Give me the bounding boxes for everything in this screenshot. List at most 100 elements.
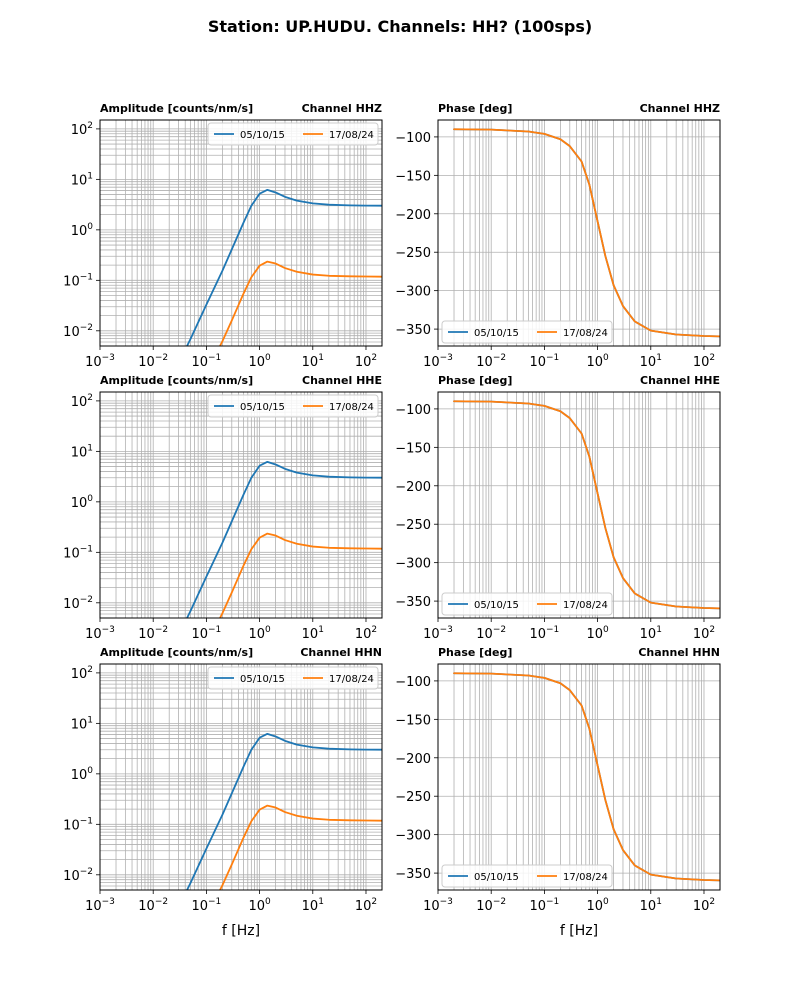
legend: 05/10/15 17/08/24 [441, 864, 613, 888]
legend: 05/10/15 17/08/24 [207, 394, 379, 418]
x-tick-label: 10−2 [476, 625, 506, 642]
axes-frame [437, 119, 721, 347]
y-tick-label: −100 [395, 675, 431, 690]
legend-label: 05/10/15 [240, 130, 285, 141]
channel-title: Channel HHZ [302, 102, 382, 115]
y-tick-label: −100 [395, 403, 431, 418]
series-lines [186, 188, 382, 346]
x-tick-label: 10−1 [191, 897, 221, 914]
series-line-17-08-24 [453, 128, 720, 338]
y-tick-label: −250 [395, 246, 431, 261]
series-lines [453, 672, 720, 882]
series-line-05-10-15 [186, 732, 382, 890]
channel-title: Channel HHN [300, 646, 382, 659]
y-tick-label: 10−2 [63, 323, 93, 340]
series-line-17-08-24 [219, 260, 382, 346]
x-axis-label-right: f [Hz] [560, 923, 598, 939]
series-line-17-08-24 [219, 532, 382, 618]
x-tick-label: 102 [355, 897, 377, 914]
x-tick-label: 10−2 [138, 897, 168, 914]
legend: 05/10/15 17/08/24 [207, 122, 379, 146]
x-axis-label-left: f [Hz] [222, 923, 260, 939]
series-line-17-08-24 [453, 672, 720, 882]
x-tick-label: 10−3 [423, 897, 453, 914]
series-lines [186, 732, 382, 890]
y-tick-label: −300 [395, 557, 431, 572]
y-tick-label: 100 [71, 766, 94, 783]
legend-box [441, 592, 613, 616]
panel-amplitude-hhn: 10−3 10−2 10−1 100 101 102 10−2 10−1 100 101 102 Am… [63, 646, 383, 914]
panel-title: Phase [deg] [438, 102, 512, 115]
legend-label: 17/08/24 [329, 674, 374, 685]
x-tick-label: 100 [248, 897, 271, 914]
x-tick-label: 100 [248, 625, 271, 642]
x-tick-label: 10−3 [85, 897, 115, 914]
y-tick-label: −300 [395, 829, 431, 844]
legend-label: 17/08/24 [563, 872, 608, 883]
x-tick-label: 10−2 [138, 625, 168, 642]
panel-phase-hhe: 10−3 10−2 10−1 100 101 102 −100 −150 −200 −250 −30… [395, 374, 721, 642]
y-tick-label: 102 [71, 665, 93, 682]
legend-label: 05/10/15 [474, 600, 519, 611]
legend: 05/10/15 17/08/24 [441, 320, 613, 344]
series-lines [453, 400, 720, 610]
legend-label: 17/08/24 [563, 600, 608, 611]
panel-title: Phase [deg] [438, 646, 512, 659]
x-tick-label: 101 [640, 897, 662, 914]
x-tick-label: 10−1 [191, 353, 221, 370]
grid [438, 392, 720, 618]
y-tick-label: 101 [71, 715, 93, 732]
panel-title: Amplitude [counts/nm/s] [100, 646, 253, 659]
x-tick-label: 10−3 [85, 625, 115, 642]
series-line-05-10-15 [186, 460, 382, 618]
x-tick-label: 100 [586, 625, 609, 642]
x-tick-label: 10−3 [423, 353, 453, 370]
grid [438, 120, 720, 346]
panel-title: Amplitude [counts/nm/s] [100, 102, 253, 115]
axes-frame [437, 391, 721, 619]
x-tick-label: 101 [302, 353, 324, 370]
y-tick-label: −150 [395, 441, 431, 456]
series-lines [453, 128, 720, 338]
panel-amplitude-hhe: 10−3 10−2 10−1 100 101 102 10−2 10−1 100 101 102 Am… [63, 374, 383, 642]
y-tick-label: −200 [395, 480, 431, 495]
x-tick-label: 10−1 [529, 897, 559, 914]
x-tick-label: 10−2 [476, 353, 506, 370]
channel-title: Channel HHE [302, 374, 382, 387]
x-tick-label: 100 [586, 897, 609, 914]
legend-box [441, 864, 613, 888]
y-tick-label: 10−1 [63, 544, 93, 561]
x-tick-label: 10−1 [191, 625, 221, 642]
x-tick-label: 10−2 [138, 353, 168, 370]
legend-label: 05/10/15 [240, 402, 285, 413]
x-tick-label: 102 [693, 353, 715, 370]
figure-title: Station: UP.HUDU. Channels: HH? (100sps) [208, 17, 592, 36]
y-tick-label: 100 [71, 494, 94, 511]
channel-title: Channel HHE [640, 374, 720, 387]
legend-box [207, 394, 379, 418]
y-tick-label: 10−2 [63, 867, 93, 884]
x-tick-label: 10−3 [85, 353, 115, 370]
y-tick-label: 10−1 [63, 816, 93, 833]
legend-label: 05/10/15 [474, 328, 519, 339]
x-tick-label: 101 [640, 625, 662, 642]
legend-label: 05/10/15 [474, 872, 519, 883]
x-tick-label: 102 [693, 625, 715, 642]
y-tick-label: 10−2 [63, 595, 93, 612]
legend-label: 17/08/24 [329, 402, 374, 413]
panel-title: Phase [deg] [438, 374, 512, 387]
y-tick-label: 102 [71, 393, 93, 410]
axes-frame [99, 119, 383, 347]
y-tick-label: 101 [71, 443, 93, 460]
y-tick-label: −200 [395, 208, 431, 223]
legend-label: 17/08/24 [563, 328, 608, 339]
panel-phase-hhn: 10−3 10−2 10−1 100 101 102 −100 −150 −200 −250 −30… [395, 646, 721, 914]
y-tick-label: −350 [395, 323, 431, 338]
legend: 05/10/15 17/08/24 [441, 592, 613, 616]
panels-container: 10−3 10−2 10−1 100 101 102 10−2 10−1 100 101 102 Am… [63, 102, 721, 914]
y-tick-label: 10−1 [63, 272, 93, 289]
series-line-05-10-15 [186, 188, 382, 346]
x-tick-label: 101 [302, 625, 324, 642]
